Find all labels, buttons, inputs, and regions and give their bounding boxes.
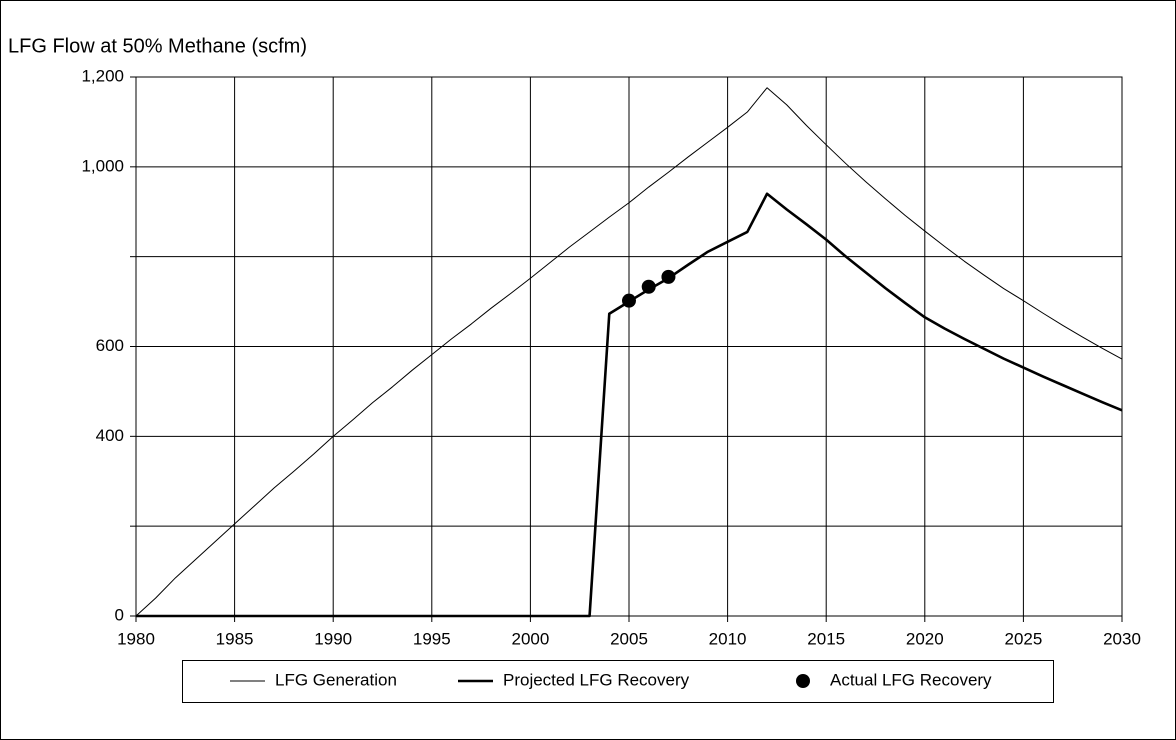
legend-label: LFG Generation — [275, 670, 397, 689]
legend-marker — [796, 674, 810, 688]
data-point — [641, 279, 656, 294]
x-tick-label: 2030 — [1103, 629, 1141, 648]
x-tick-label: 2005 — [610, 629, 648, 648]
x-tick-label: 2010 — [709, 629, 747, 648]
series-line — [135, 87, 1123, 617]
legend-box — [182, 660, 1054, 703]
y-tick-label: 1,000 — [81, 156, 124, 175]
x-tick-label: 1980 — [117, 629, 155, 648]
data-point — [661, 269, 676, 284]
x-tick-label: 1990 — [314, 629, 352, 648]
legend-label: Projected LFG Recovery — [503, 670, 690, 689]
data-point — [622, 293, 636, 308]
x-tick-label: 2020 — [906, 629, 944, 648]
x-tick-label: 2015 — [807, 629, 845, 648]
x-tick-label: 2025 — [1004, 629, 1042, 648]
chart-title: LFG Flow at 50% Methane (scfm) — [8, 35, 307, 57]
x-tick-label: 1995 — [413, 629, 451, 648]
x-tick-label: 1985 — [216, 629, 254, 648]
series-line — [136, 192, 1123, 618]
y-tick-label: 600 — [96, 336, 124, 355]
plot-area — [135, 76, 1123, 617]
x-tick-label: 2000 — [511, 629, 549, 648]
y-tick-label: 1,200 — [81, 66, 124, 85]
y-tick-label: 400 — [96, 426, 124, 445]
y-tick-label: 0 — [115, 605, 124, 624]
legend-label: Actual LFG Recovery — [830, 670, 992, 689]
